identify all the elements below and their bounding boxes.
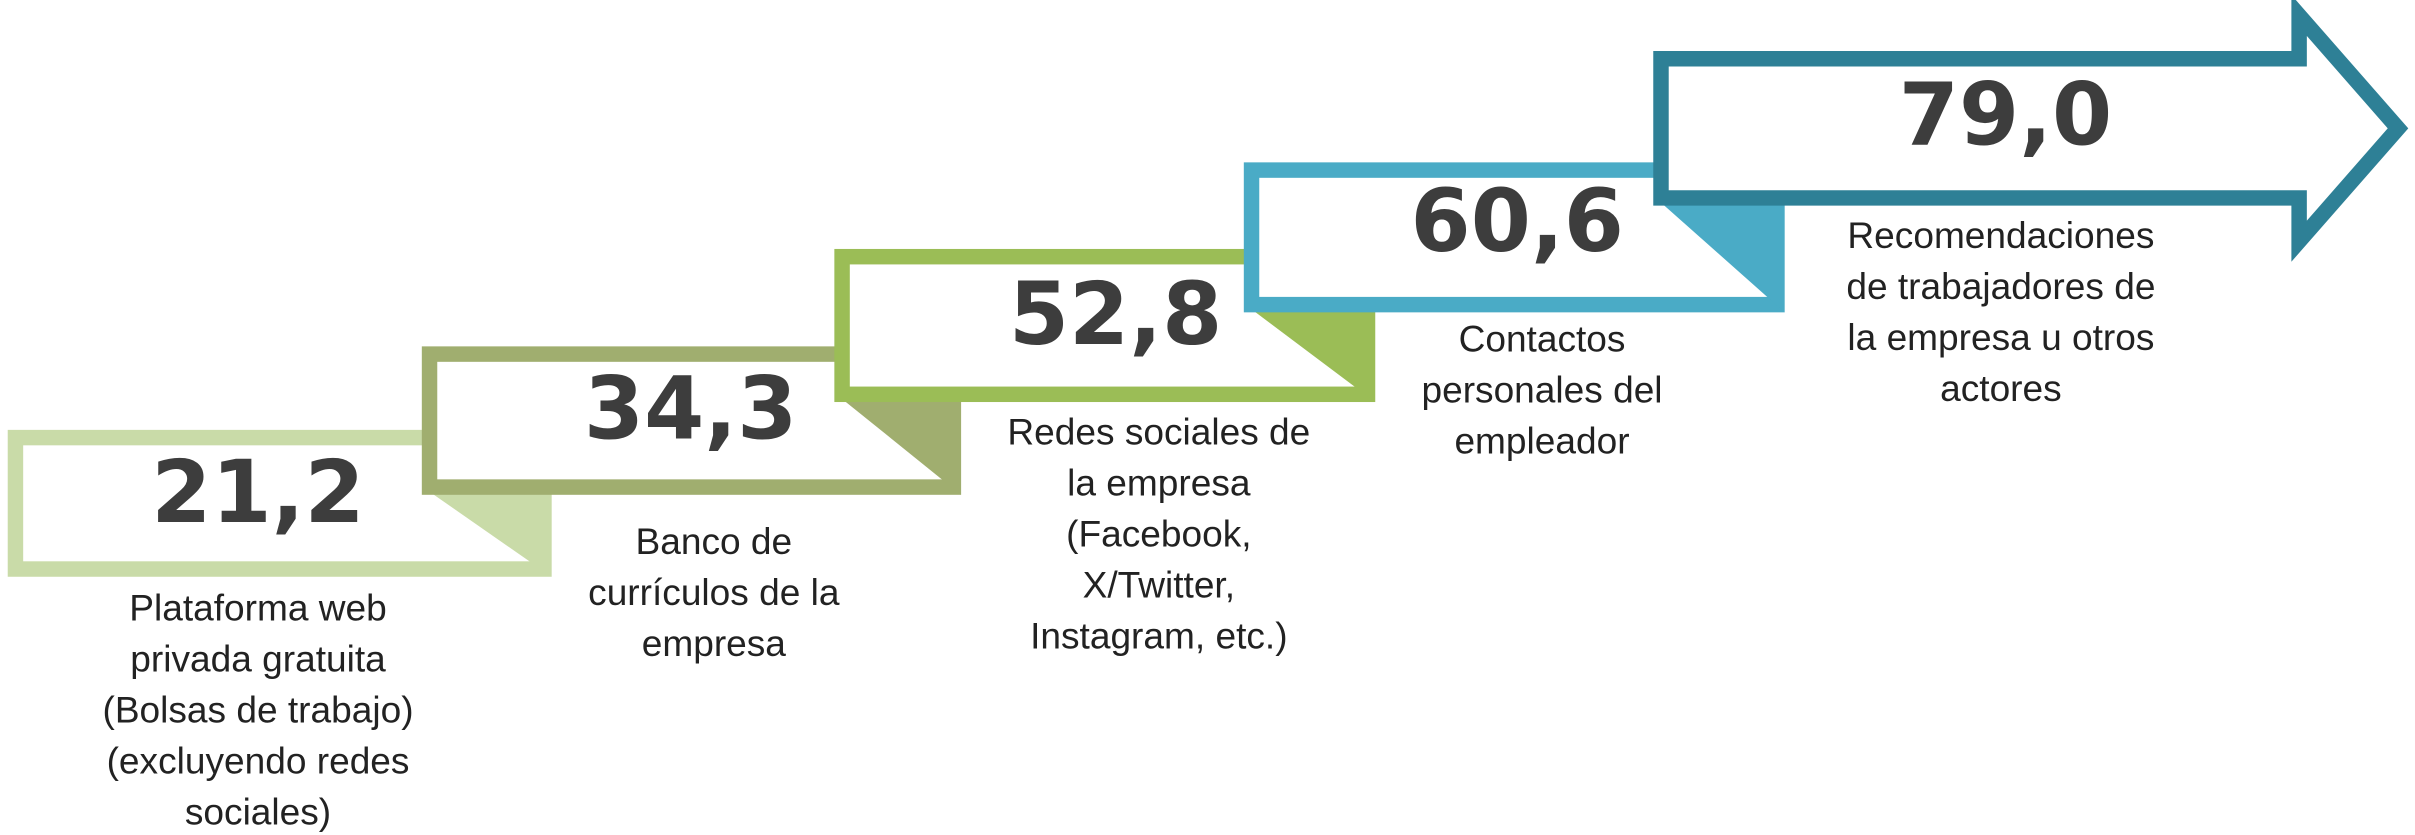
step-label: actores [1940,367,2062,409]
step-label: de trabajadores de [1846,265,2155,307]
step-label: privada gratuita [130,638,386,680]
step-value: 52,8 [1009,265,1222,365]
step-label: empleador [1454,420,1629,462]
step-label: Banco de [636,520,793,562]
step-label: la empresa u otros [1847,316,2154,358]
step-label: Redes sociales de [1007,410,1310,452]
step-label: (Bolsas de trabajo) [102,689,413,731]
step-label: X/Twitter, [1083,563,1235,605]
step-label: sociales) [185,791,331,833]
fold [1251,309,1376,403]
step-label: Plataforma web [129,587,387,629]
step-label: currículos de la [588,571,840,613]
fold [842,398,962,495]
step-label: Instagram, etc.) [1030,614,1287,656]
step-value: 79,0 [1899,66,2112,166]
step-label: Contactos [1459,318,1626,360]
step-value: 21,2 [151,443,364,543]
arrow-box [1653,0,2409,262]
step-label: personales del [1421,369,1662,411]
step-label: Recomendaciones [1847,214,2154,256]
step-value: 34,3 [584,359,797,459]
step-label: empresa [642,622,787,664]
step-label: (Facebook, [1066,512,1251,554]
step-label: (excluyendo redes [107,740,410,782]
step-label: la empresa [1067,461,1251,503]
fold [1660,202,1785,313]
step-value: 60,6 [1411,172,1624,272]
